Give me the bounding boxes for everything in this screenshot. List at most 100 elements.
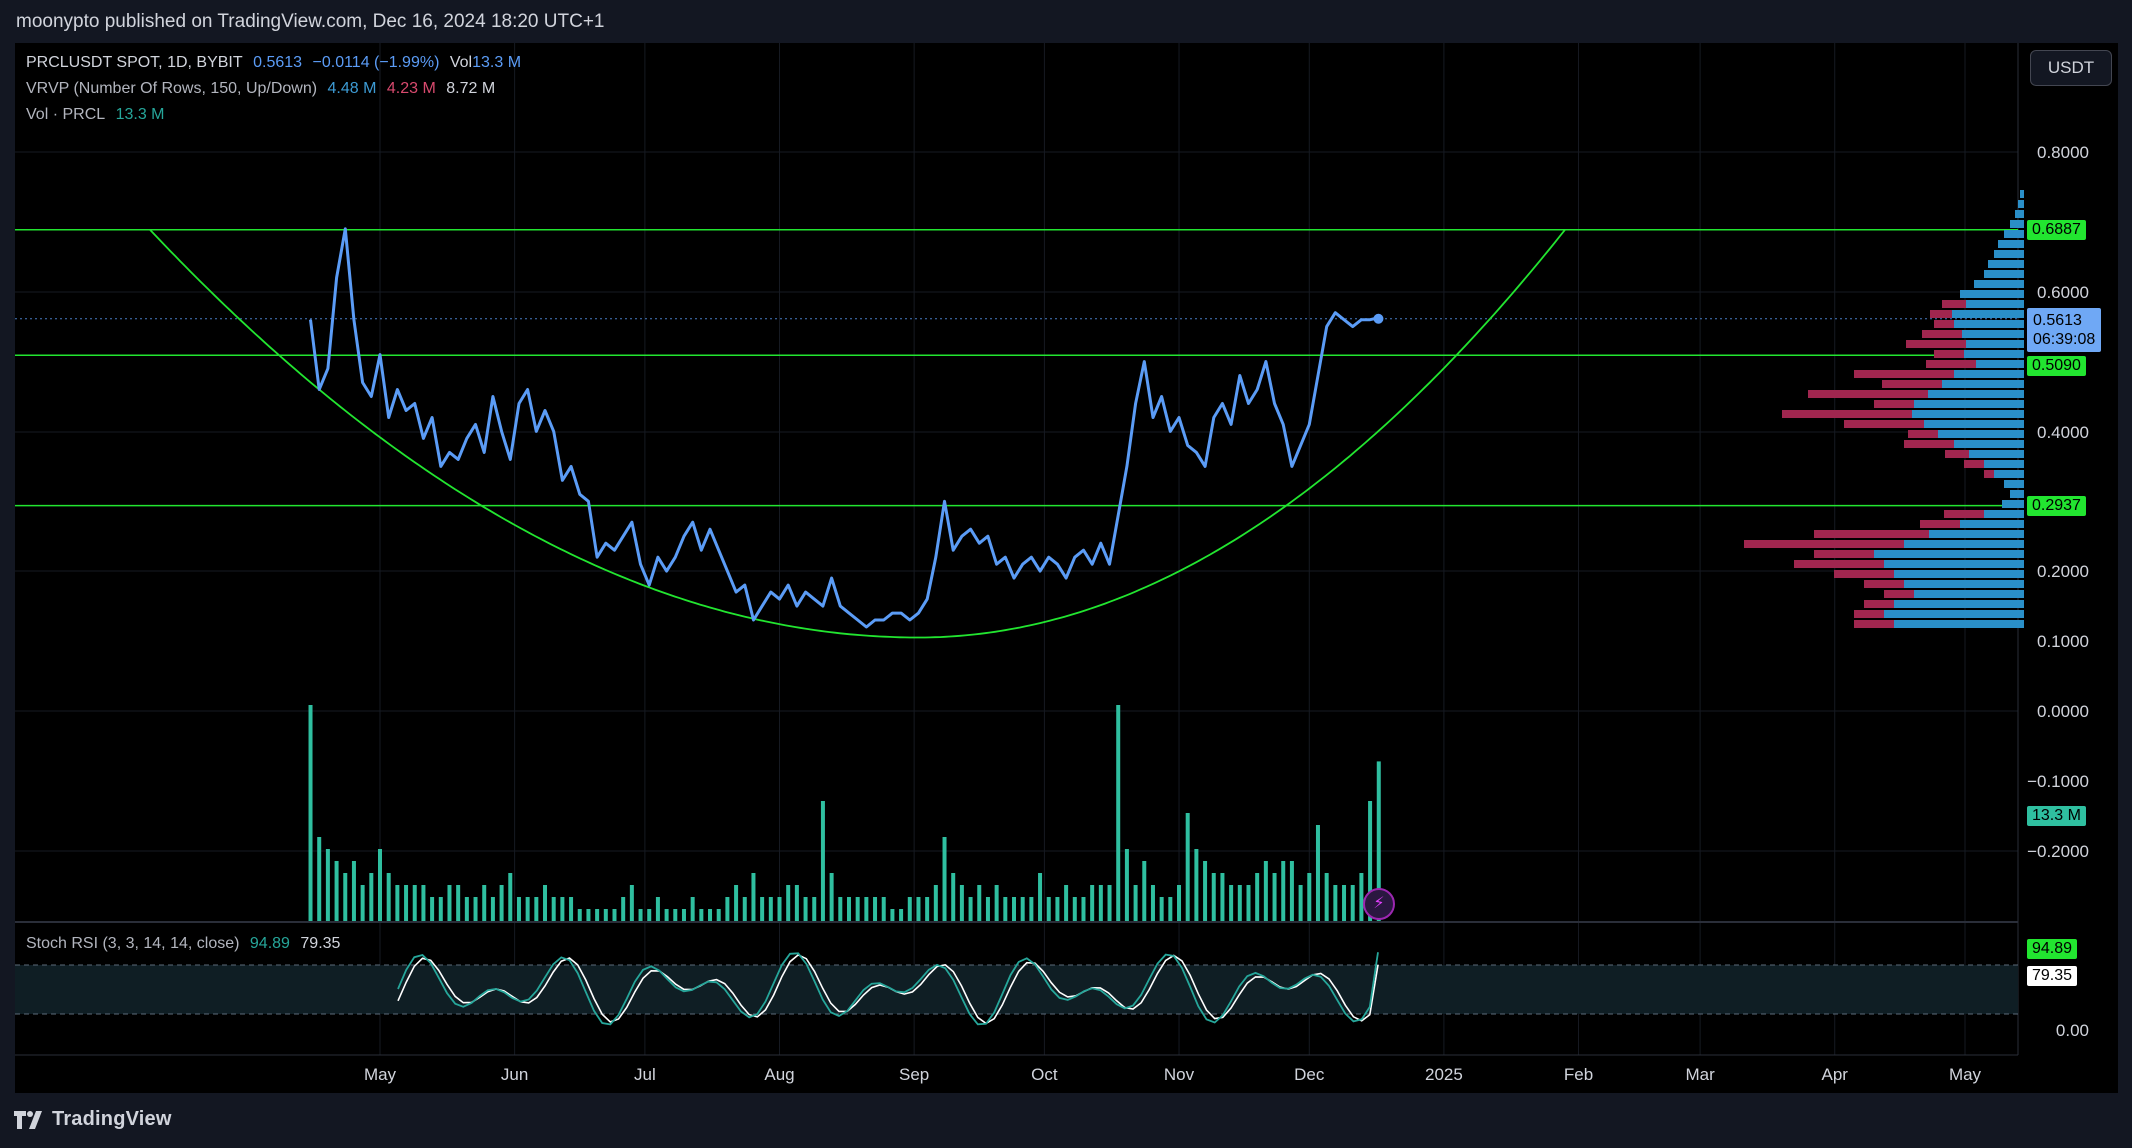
vrvp-down-row xyxy=(1906,340,1966,348)
vrvp-up-row xyxy=(1952,310,2024,318)
volume-bar xyxy=(595,909,600,921)
stoch-rsi-label: Stoch RSI (3, 3, 14, 14, close) xyxy=(26,935,240,952)
vrvp-down-row xyxy=(1834,570,1894,578)
price-point xyxy=(1204,465,1206,467)
price-point xyxy=(605,542,607,544)
lightning-icon[interactable]: ⚡ xyxy=(1363,888,1395,920)
volume-bar xyxy=(1046,897,1051,921)
volume-bar xyxy=(916,897,921,921)
vrvp-up-row xyxy=(1929,530,2024,538)
price-point xyxy=(475,423,477,425)
volume-bar xyxy=(516,897,521,921)
cup-arc xyxy=(149,229,1566,639)
vrvp-down-row xyxy=(1920,520,1960,528)
price-point xyxy=(813,598,815,600)
volume-bar xyxy=(1229,885,1234,921)
price-point xyxy=(1230,423,1232,425)
vrvp-down-row xyxy=(1945,450,1969,458)
price-point xyxy=(883,619,885,621)
volume-bar xyxy=(1072,897,1077,921)
x-axis-tick-label: Jul xyxy=(634,1065,656,1084)
last-price-tag-value: 0.5613 xyxy=(2033,312,2082,329)
volume-price-tag: 13.3 M xyxy=(2027,806,2086,826)
price-point xyxy=(1352,326,1354,328)
x-axis-tick-label: Oct xyxy=(1031,1065,1058,1084)
volume-legend[interactable]: Vol · PRCL 13.3 M xyxy=(26,106,171,124)
price-point xyxy=(978,542,980,544)
volume-bar xyxy=(1107,885,1112,921)
price-point xyxy=(683,535,685,537)
price-point xyxy=(535,430,537,432)
price-point xyxy=(466,437,468,439)
volume-bar xyxy=(1333,885,1338,921)
price-point xyxy=(544,409,546,411)
price-point xyxy=(1117,514,1119,516)
volume-bar xyxy=(734,885,739,921)
support-price-tag: 0.2937 xyxy=(2027,496,2086,516)
vrvp-down-row xyxy=(1904,440,1954,448)
last-price-value: 0.5613 xyxy=(253,54,303,71)
price-point xyxy=(1265,361,1267,363)
volume-study-label: Vol · PRCL xyxy=(26,106,106,123)
price-point xyxy=(1221,402,1223,404)
volume-bar xyxy=(1090,885,1095,921)
price-point xyxy=(631,521,633,523)
vrvp-down-row xyxy=(1814,550,1874,558)
volume-bar xyxy=(447,885,452,921)
price-point xyxy=(1056,563,1058,565)
volume-bar xyxy=(751,873,756,921)
price-point xyxy=(1334,312,1336,314)
price-point xyxy=(917,612,919,614)
vrvp-up-row xyxy=(1924,420,2024,428)
stoch-rsi-legend[interactable]: Stoch RSI (3, 3, 14, 14, close) 94.89 79… xyxy=(26,935,346,953)
change-value: −0.0114 (−1.99%) xyxy=(312,54,440,71)
volume-bar xyxy=(907,897,912,921)
currency-button[interactable]: USDT xyxy=(2030,50,2112,86)
last-price-tag: 0.5613 06:39:08 xyxy=(2027,308,2102,352)
vrvp-down-row xyxy=(1944,510,1984,518)
volume-bar xyxy=(1185,813,1190,921)
x-axis-tick-label: Jun xyxy=(501,1065,528,1084)
volume-bar xyxy=(1055,897,1060,921)
vrvp-legend[interactable]: VRVP (Number Of Rows, 150, Up/Down) 4.48… xyxy=(26,80,501,98)
y-axis-tick-label: 0.8000 xyxy=(2037,143,2089,162)
vrvp-down-row xyxy=(1926,360,1976,368)
volume-bar xyxy=(925,897,930,921)
resistance-price-tag: 0.6887 xyxy=(2027,220,2086,240)
volume-bar xyxy=(803,897,808,921)
mid-price-tag: 0.5090 xyxy=(2027,356,2086,376)
symbol-legend[interactable]: PRCLUSDT SPOT, 1D, BYBIT 0.5613 −0.0114 … xyxy=(26,54,527,72)
price-point xyxy=(831,577,833,579)
price-point xyxy=(944,500,946,502)
vrvp-up-row xyxy=(1912,410,2024,418)
x-axis-tick-label: Aug xyxy=(764,1065,794,1084)
volume-bar xyxy=(1368,801,1373,921)
vol-label: Vol xyxy=(449,54,473,71)
vrvp-up-row xyxy=(1874,550,2024,558)
vrvp-up-row xyxy=(1960,290,2024,298)
vrvp-down-row xyxy=(1884,590,1914,598)
volume-bar xyxy=(1324,873,1329,921)
vrvp-down-row xyxy=(1864,600,1894,608)
price-point xyxy=(1282,423,1284,425)
top-bar: moonypto published on TradingView.com, D… xyxy=(0,0,2132,44)
price-point xyxy=(1343,319,1345,321)
price-point xyxy=(1013,577,1015,579)
tradingview-logo[interactable]: TradingView xyxy=(14,1108,172,1131)
vrvp-down-value: 4.23 M xyxy=(386,80,436,97)
vrvp-up-row xyxy=(1954,370,2024,378)
price-point xyxy=(1039,570,1041,572)
volume-bar xyxy=(421,885,426,921)
vrvp-up-row xyxy=(1966,300,2024,308)
vrvp-up-row xyxy=(1960,520,2024,528)
volume-bar xyxy=(1177,885,1182,921)
volume-bar xyxy=(760,897,765,921)
price-point xyxy=(457,458,459,460)
volume-bar xyxy=(577,909,582,921)
vrvp-up-row xyxy=(1962,330,2024,338)
vrvp-up-row xyxy=(1984,510,2024,518)
price-point xyxy=(996,563,998,565)
volume-bar xyxy=(308,705,313,921)
price-point xyxy=(587,500,589,502)
